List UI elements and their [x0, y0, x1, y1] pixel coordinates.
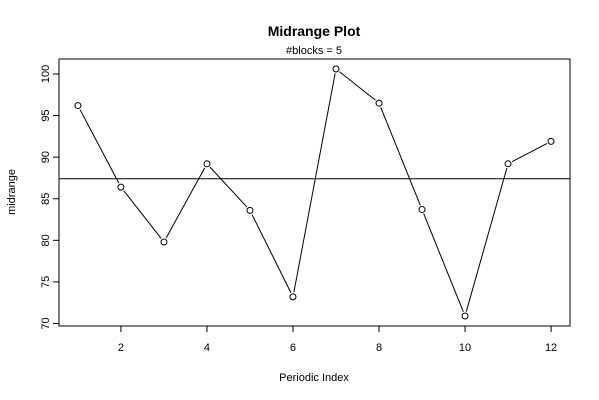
- data-point: [203, 160, 211, 168]
- data-point: [418, 206, 426, 214]
- series-segment: [339, 71, 376, 101]
- y-tick-label: 70: [40, 317, 52, 329]
- series-segment: [380, 107, 421, 206]
- x-tick-label: 8: [376, 342, 382, 354]
- plot-area: [59, 65, 570, 320]
- data-point: [547, 137, 555, 145]
- x-tick-label: 4: [204, 342, 210, 354]
- data-point: [74, 102, 82, 110]
- y-axis-label: midrange: [6, 169, 18, 215]
- series-segment: [511, 142, 548, 163]
- data-point: [289, 293, 297, 301]
- series-segment: [123, 190, 162, 239]
- data-point: [504, 160, 512, 168]
- y-tick-label: 85: [40, 193, 52, 205]
- series-segment: [79, 109, 120, 184]
- x-tick-label: 2: [118, 342, 124, 354]
- series-segment: [465, 167, 508, 312]
- x-tick-label: 12: [545, 342, 557, 354]
- y-tick-label: 80: [40, 234, 52, 246]
- y-axis: 70 75 80 85 90 95 100: [40, 65, 59, 330]
- plot-frame: [58, 58, 571, 327]
- series-segment: [209, 166, 248, 208]
- series-segment: [293, 73, 336, 293]
- series-segment: [251, 214, 292, 294]
- x-axis-label: Periodic Index: [279, 372, 349, 384]
- series-segment: [423, 213, 464, 313]
- x-tick-label: 6: [290, 342, 296, 354]
- chart-subtitle: #blocks = 5: [286, 45, 342, 57]
- data-point: [332, 65, 340, 73]
- series-segment: [165, 167, 206, 239]
- data-point: [117, 183, 125, 191]
- data-point: [461, 312, 469, 320]
- data-point: [246, 206, 254, 214]
- y-tick-label: 100: [40, 65, 52, 83]
- y-tick-label: 90: [40, 151, 52, 163]
- data-point: [375, 99, 383, 107]
- x-tick-label: 10: [459, 342, 471, 354]
- x-axis: 2 4 6 8 10 12: [118, 326, 557, 354]
- data-point: [160, 238, 168, 246]
- y-tick-label: 95: [40, 109, 52, 121]
- chart-title: Midrange Plot: [268, 23, 361, 39]
- y-tick-label: 75: [40, 276, 52, 288]
